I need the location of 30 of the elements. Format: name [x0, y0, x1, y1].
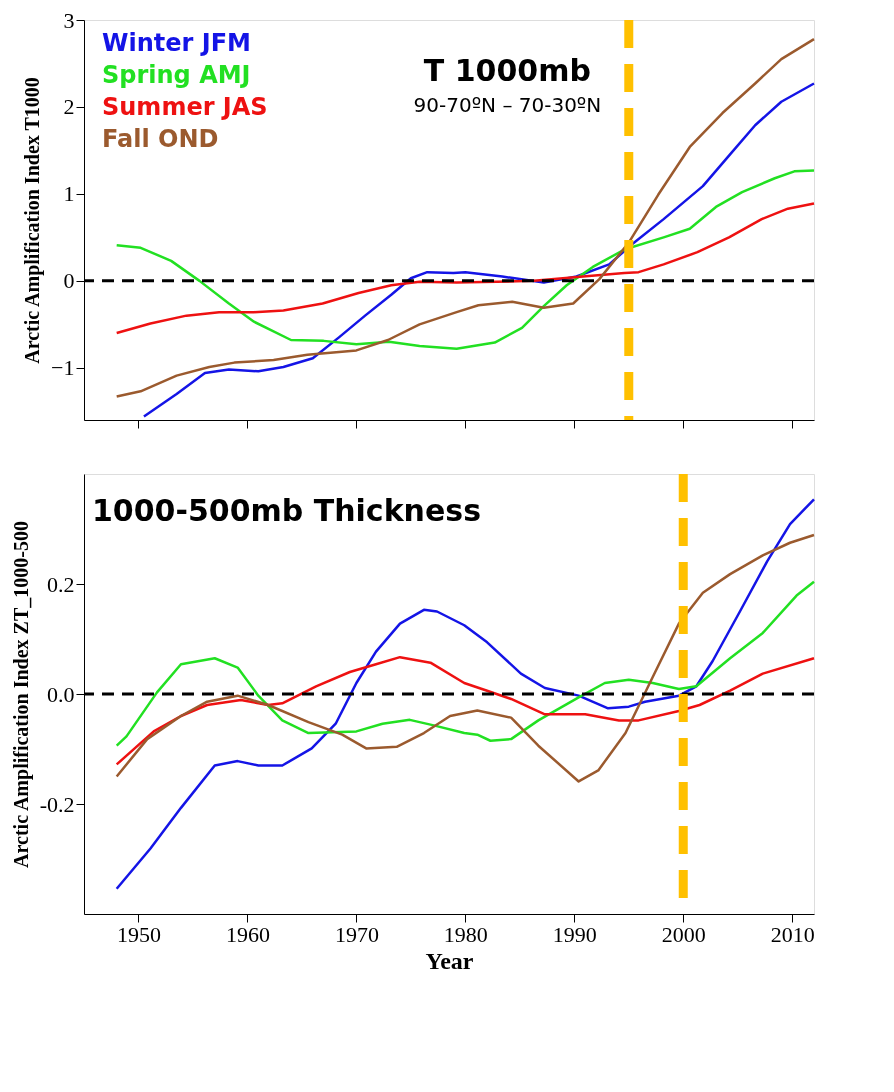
x-tick-label: 2000	[661, 921, 706, 947]
text: 1000-500mb Thickness	[92, 493, 482, 528]
line-series	[115, 580, 816, 747]
line-series	[115, 169, 816, 350]
y-tick-label: -0.2	[39, 791, 75, 817]
y-axis-title: Arctic Amplification Index T1000	[21, 77, 45, 364]
x-tick-label: 1960	[225, 921, 270, 947]
x-axis-title: Year	[425, 947, 474, 974]
y-tick-label: −1	[51, 355, 75, 381]
line-series	[115, 533, 816, 783]
x-tick-label: 1970	[334, 921, 379, 947]
x-tick-label: 1950	[116, 921, 161, 947]
y-tick-label: 2	[63, 94, 75, 120]
y-tick-label: 3	[63, 7, 75, 33]
text: 90-70ºN – 70-30ºN	[413, 93, 602, 117]
text: Winter JFM	[102, 29, 251, 57]
y-tick-label: 0.0	[47, 681, 75, 707]
line-series	[115, 655, 816, 766]
x-tick-label: 1990	[552, 921, 597, 947]
text: T 1000mb	[423, 53, 591, 88]
y-tick-label: 0.2	[47, 571, 75, 597]
text: Summer JAS	[102, 93, 268, 121]
x-tick-label: 2010	[770, 921, 815, 947]
x-tick-label: 1980	[443, 921, 488, 947]
text: Spring AMJ	[102, 61, 251, 89]
y-axis-title: Arctic Amplification Index ZT_1000-500	[9, 521, 33, 868]
text: Fall OND	[102, 125, 219, 153]
line-series	[115, 202, 816, 335]
y-tick-label: 1	[63, 181, 75, 207]
y-tick-label: 0	[63, 268, 75, 294]
